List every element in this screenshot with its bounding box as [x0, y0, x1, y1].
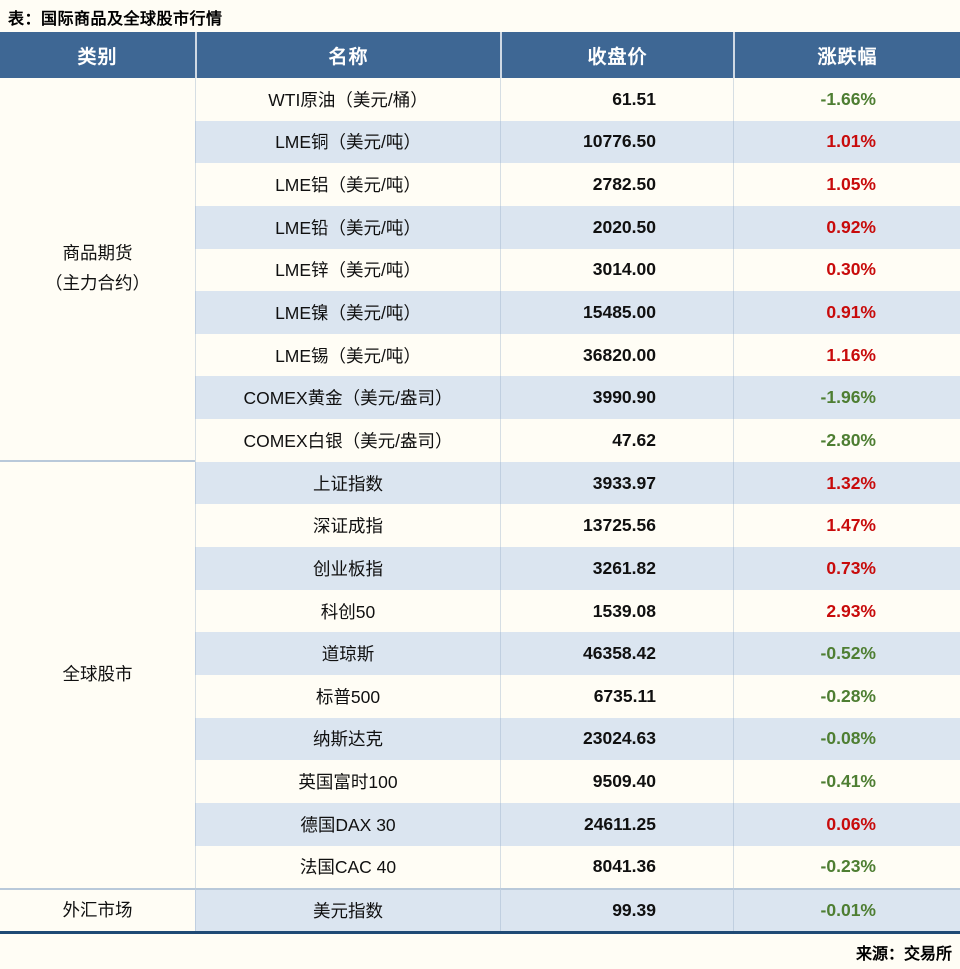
instrument-name-cell: WTI原油（美元/桶）: [195, 78, 500, 121]
instrument-name-cell: LME铅（美元/吨）: [195, 205, 500, 249]
instrument-name-cell: 深证成指: [195, 504, 500, 548]
change-pct-cell: -1.96%: [733, 376, 960, 420]
category-label-line: 商品期货: [62, 243, 133, 264]
instrument-name-cell: 德国DAX 30: [195, 802, 500, 846]
close-price-cell: 8041.36: [500, 845, 733, 889]
change-pct-cell: 1.32%: [733, 461, 960, 505]
close-price-cell: 1539.08: [500, 589, 733, 633]
header-change-pct: 涨跌幅: [733, 32, 960, 78]
category-label-line: 外汇市场: [62, 899, 133, 920]
change-pct-cell: 1.16%: [733, 333, 960, 377]
instrument-name-cell: COMEX白银（美元/盎司）: [195, 419, 500, 462]
close-price-cell: 46358.42: [500, 632, 733, 675]
close-price-cell: 61.51: [500, 78, 733, 121]
change-pct-cell: 1.47%: [733, 504, 960, 548]
change-pct-cell: -0.01%: [733, 888, 960, 931]
change-pct-cell: -0.28%: [733, 674, 960, 718]
instrument-name-cell: LME铜（美元/吨）: [195, 120, 500, 164]
close-price-cell: 99.39: [500, 888, 733, 931]
instrument-name-cell: LME锡（美元/吨）: [195, 333, 500, 377]
page-title: 表：国际商品及全球股市行情: [8, 11, 223, 28]
change-pct-cell: 0.92%: [733, 205, 960, 249]
close-price-cell: 6735.11: [500, 674, 733, 718]
close-price-cell: 3014.00: [500, 248, 733, 292]
change-pct-cell: 0.06%: [733, 802, 960, 846]
table-header-row: 类别 名称 收盘价 涨跌幅: [0, 32, 960, 78]
instrument-name-cell: 道琼斯: [195, 632, 500, 675]
change-pct-cell: -0.41%: [733, 760, 960, 803]
close-price-cell: 23024.63: [500, 717, 733, 761]
category-cell: 外汇市场: [0, 888, 195, 931]
close-price-cell: 36820.00: [500, 333, 733, 377]
header-close: 收盘价: [500, 32, 733, 78]
close-price-cell: 2020.50: [500, 205, 733, 249]
instrument-name-cell: 科创50: [195, 589, 500, 633]
change-pct-cell: 1.01%: [733, 120, 960, 164]
instrument-name-cell: 英国富时100: [195, 760, 500, 803]
category-label-line: 全球股市: [62, 664, 133, 685]
close-price-cell: 3933.97: [500, 461, 733, 505]
instrument-name-cell: 纳斯达克: [195, 717, 500, 761]
close-price-cell: 2782.50: [500, 163, 733, 206]
change-pct-cell: 0.30%: [733, 248, 960, 292]
instrument-name-cell: 创业板指: [195, 547, 500, 590]
change-pct-cell: 0.91%: [733, 291, 960, 334]
instrument-name-cell: COMEX黄金（美元/盎司）: [195, 376, 500, 420]
header-name: 名称: [195, 32, 500, 78]
change-pct-cell: -0.08%: [733, 717, 960, 761]
source-note: 来源：交易所: [855, 946, 952, 963]
category-cell: 商品期货 （主力合约）: [0, 78, 195, 462]
header-category: 类别: [77, 46, 118, 68]
close-price-cell: 13725.56: [500, 504, 733, 548]
category-label-line: （主力合约）: [45, 272, 150, 293]
change-pct-cell: 2.93%: [733, 589, 960, 633]
close-price-cell: 9509.40: [500, 760, 733, 803]
instrument-name-cell: LME铝（美元/吨）: [195, 163, 500, 206]
close-price-cell: 15485.00: [500, 291, 733, 334]
change-pct-cell: -0.52%: [733, 632, 960, 675]
instrument-name-cell: 上证指数: [195, 461, 500, 505]
close-price-cell: 10776.50: [500, 120, 733, 164]
instrument-name-cell: 标普500: [195, 674, 500, 718]
change-pct-cell: -2.80%: [733, 419, 960, 462]
instrument-name-cell: LME锌（美元/吨）: [195, 248, 500, 292]
category-cell: 全球股市: [0, 462, 195, 888]
change-pct-cell: -1.66%: [733, 78, 960, 121]
change-pct-cell: 1.05%: [733, 163, 960, 206]
instrument-name-cell: 美元指数: [195, 888, 500, 931]
instrument-name-cell: LME镍（美元/吨）: [195, 291, 500, 334]
close-price-cell: 47.62: [500, 419, 733, 462]
close-price-cell: 3990.90: [500, 376, 733, 420]
close-price-cell: 3261.82: [500, 547, 733, 590]
close-price-cell: 24611.25: [500, 802, 733, 846]
table-body: 商品期货 （主力合约） WTI原油（美元/桶） 61.51 -1.66% LME铜（美元/…: [0, 78, 960, 934]
instrument-name-cell: 法国CAC 40: [195, 845, 500, 889]
change-pct-cell: 0.73%: [733, 547, 960, 590]
change-pct-cell: -0.23%: [733, 845, 960, 889]
